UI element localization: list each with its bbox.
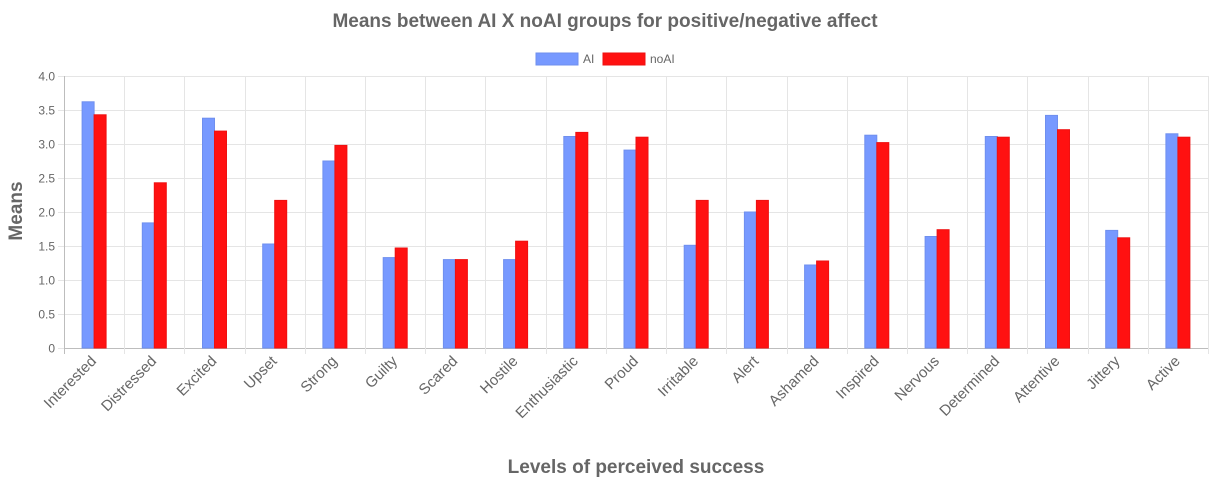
bar-noai-interested[interactable] [93, 114, 107, 349]
legend-label-ai: AI [583, 52, 594, 66]
y-axis-title: Means [6, 181, 27, 240]
bar-ai-distressed[interactable] [141, 222, 155, 349]
x-tick-label: Hostile [477, 353, 521, 397]
bar-ai-scared[interactable] [442, 259, 456, 349]
bar-ai-attentive[interactable] [1045, 114, 1058, 349]
bar-ai-guilty[interactable] [382, 257, 396, 349]
bar-ai-excited[interactable] [202, 117, 215, 349]
x-tick-label: Jittery [1083, 352, 1124, 393]
y-tick-label: 3.5 [38, 104, 55, 118]
legend-swatch-noai [602, 52, 646, 66]
bar-ai-proud[interactable] [623, 149, 637, 349]
x-tick-label: Enthusiastic [512, 352, 582, 422]
bar-ai-nervous[interactable] [924, 236, 938, 349]
bar-noai-inspired[interactable] [876, 142, 890, 349]
bars [81, 101, 1191, 349]
y-tick-label: 2.5 [38, 172, 55, 186]
bar-noai-distressed[interactable] [153, 182, 167, 349]
y-tick-label: 1.0 [38, 274, 55, 288]
legend-swatch-ai [535, 52, 579, 66]
x-tick-label: Ashamed [766, 353, 823, 410]
bar-noai-upset[interactable] [274, 199, 288, 349]
bar-noai-excited[interactable] [214, 130, 227, 349]
bar-ai-determined[interactable] [984, 136, 998, 349]
bar-noai-strong[interactable] [334, 144, 348, 349]
y-tick-label: 0 [48, 342, 55, 356]
y-tick-label: 4.0 [38, 70, 55, 84]
legend-label-noai: noAI [650, 52, 675, 66]
bar-noai-enthusiastic[interactable] [575, 131, 589, 349]
y-tick-label: 1.5 [38, 240, 55, 254]
bar-ai-hostile[interactable] [503, 259, 517, 349]
x-tick-label: Attentive [1010, 353, 1063, 406]
bar-noai-irritable[interactable] [695, 199, 709, 349]
legend-item-noai[interactable]: noAI [602, 52, 675, 66]
bar-ai-ashamed[interactable] [804, 264, 818, 349]
x-tick-label: Guilty [362, 352, 401, 391]
x-tick-label: Scared [416, 353, 462, 399]
x-tick-label: Determined [936, 353, 1003, 420]
bar-ai-active[interactable] [1165, 133, 1179, 349]
x-tick-label: Active [1143, 353, 1184, 394]
bar-ai-strong[interactable] [322, 160, 336, 349]
bar-ai-irritable[interactable] [683, 244, 697, 349]
x-tick-label: Distressed [98, 353, 160, 415]
y-tick-label: 3.0 [38, 138, 55, 152]
bar-noai-alert[interactable] [755, 199, 769, 349]
x-tick-label: Excited [174, 353, 221, 400]
x-tick-label: Proud [602, 353, 642, 393]
bar-noai-guilty[interactable] [394, 247, 408, 349]
bar-noai-nervous[interactable] [936, 229, 950, 349]
bar-ai-alert[interactable] [743, 211, 757, 349]
x-tick-label: Nervous [891, 353, 943, 405]
bar-noai-determined[interactable] [996, 136, 1010, 349]
legend: AI noAI [535, 52, 675, 66]
bar-ai-upset[interactable] [262, 243, 276, 349]
bar-ai-inspired[interactable] [864, 134, 878, 349]
bar-noai-hostile[interactable] [515, 240, 529, 349]
y-axis-ticks: 0 0.5 1.0 1.5 2.0 2.5 3.0 3.5 4.0 [38, 70, 55, 356]
bar-noai-ashamed[interactable] [816, 260, 830, 349]
y-tick-label: 2.0 [38, 206, 55, 220]
bar-ai-jittery[interactable] [1105, 229, 1119, 349]
x-tick-label: Interested [41, 353, 100, 412]
bar-ai-interested[interactable] [81, 101, 95, 349]
bar-noai-active[interactable] [1177, 136, 1191, 349]
bar-noai-attentive[interactable] [1057, 129, 1070, 349]
bar-noai-proud[interactable] [635, 136, 649, 349]
legend-item-ai[interactable]: AI [535, 52, 594, 66]
x-axis-title: Levels of perceived success [508, 457, 765, 478]
x-tick-label: Strong [297, 353, 340, 396]
y-tick-label: 0.5 [38, 308, 55, 322]
chart-title: Means between AI X noAI groups for posit… [332, 11, 878, 32]
bar-ai-enthusiastic[interactable] [563, 136, 577, 349]
x-tick-label: Alert [728, 352, 762, 386]
bar-noai-scared[interactable] [454, 259, 468, 349]
x-tick-label: Upset [241, 352, 281, 392]
x-tick-label: Irritable [655, 353, 702, 400]
x-tick-label: Inspired [833, 353, 883, 403]
bar-noai-jittery[interactable] [1117, 237, 1131, 349]
